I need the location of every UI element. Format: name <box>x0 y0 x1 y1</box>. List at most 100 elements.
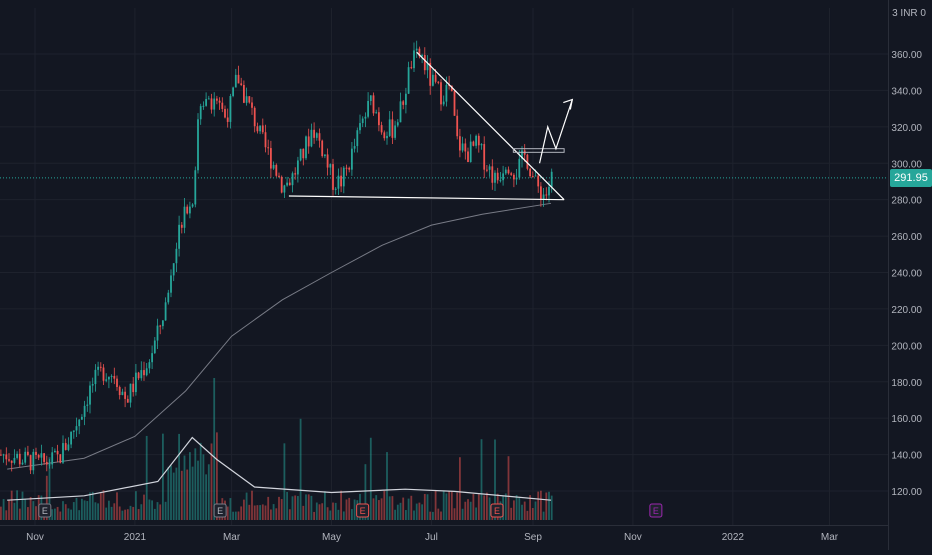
candle <box>56 444 59 463</box>
resistance-trendline <box>416 51 565 201</box>
candle-body <box>124 391 126 399</box>
volume-bar <box>81 498 83 520</box>
candle-body <box>550 171 553 187</box>
candle <box>345 164 348 176</box>
candle-body <box>189 206 191 214</box>
candle <box>405 87 407 114</box>
volume-bar <box>459 457 461 520</box>
candle <box>83 400 86 426</box>
candle-body <box>37 454 40 458</box>
candle <box>29 454 32 474</box>
candle-body <box>342 167 345 187</box>
candle-body <box>207 98 210 100</box>
candle-body <box>83 405 86 417</box>
volume-bar <box>27 507 29 520</box>
candle-body <box>243 84 245 103</box>
candle-body <box>75 426 78 431</box>
candle-body <box>267 147 270 149</box>
candle <box>237 65 240 84</box>
candle <box>126 395 129 403</box>
candle <box>70 431 72 449</box>
candle <box>353 138 356 153</box>
candle <box>394 120 396 140</box>
volume-bar <box>480 439 483 520</box>
volume-bar <box>515 495 518 520</box>
volume-bar <box>18 508 21 520</box>
candle <box>337 168 340 196</box>
candle-body <box>202 105 205 107</box>
candle <box>140 361 143 381</box>
candle-body <box>429 62 432 86</box>
candle-body <box>302 148 305 159</box>
candle <box>540 182 542 207</box>
volume-bar <box>313 511 315 520</box>
earnings-event-marker[interactable]: E <box>213 503 227 518</box>
volume-bar <box>272 504 275 520</box>
candle-body <box>359 123 361 131</box>
candle-body <box>232 87 234 97</box>
candle-body <box>280 176 283 193</box>
candle <box>243 80 245 104</box>
candle <box>16 451 18 460</box>
volume-bar <box>189 452 191 520</box>
volume-bar <box>418 502 421 520</box>
candle <box>18 448 21 468</box>
earnings-event-marker[interactable]: E <box>356 503 370 518</box>
candle <box>313 122 315 144</box>
volume-bar <box>375 495 378 520</box>
candle-body <box>164 302 167 321</box>
candle-body <box>0 454 2 456</box>
candle-body <box>137 372 140 379</box>
candle-body <box>367 100 369 117</box>
volume-bar <box>526 510 529 520</box>
volume-bar <box>121 510 124 520</box>
y-tick-label: 200.00 <box>891 341 922 352</box>
candle-body <box>253 107 256 127</box>
earnings-event-label: E <box>42 506 48 516</box>
candle <box>315 132 318 141</box>
candle <box>218 97 221 110</box>
candle-body <box>483 144 486 170</box>
candle-body <box>153 340 156 354</box>
candle <box>240 77 243 87</box>
candle <box>153 337 156 354</box>
candle <box>359 114 361 134</box>
candle-body <box>81 416 83 420</box>
candle <box>118 385 121 400</box>
breakout-level-box <box>512 148 565 153</box>
candle-body <box>86 404 89 406</box>
candle-body <box>108 376 110 380</box>
volume-bar <box>13 502 16 520</box>
drawing-layer[interactable] <box>288 51 574 201</box>
volume-bar <box>372 498 375 520</box>
candle-body <box>326 154 329 168</box>
candle <box>159 324 162 335</box>
volume-bar <box>324 491 326 520</box>
candle <box>391 111 394 145</box>
volume-bar <box>388 496 391 520</box>
candle <box>278 172 280 178</box>
volume-bar <box>340 490 342 520</box>
earnings-event-marker[interactable]: E <box>649 503 663 518</box>
candle-body <box>513 174 515 180</box>
candle <box>299 148 302 162</box>
candle <box>418 46 421 59</box>
earnings-event-marker[interactable]: E <box>490 503 504 518</box>
candle-body <box>13 457 16 463</box>
candle <box>186 204 189 215</box>
moving-average-line <box>7 202 552 470</box>
candle <box>367 92 369 119</box>
earnings-event-marker[interactable]: E <box>38 503 52 518</box>
candle <box>113 367 116 385</box>
candle-body <box>18 453 21 465</box>
candle-body <box>378 112 380 126</box>
candle-body <box>24 451 27 463</box>
candle <box>10 460 13 472</box>
volume-bar <box>137 509 140 520</box>
candle-body <box>210 98 213 110</box>
volume-bar <box>537 491 540 520</box>
